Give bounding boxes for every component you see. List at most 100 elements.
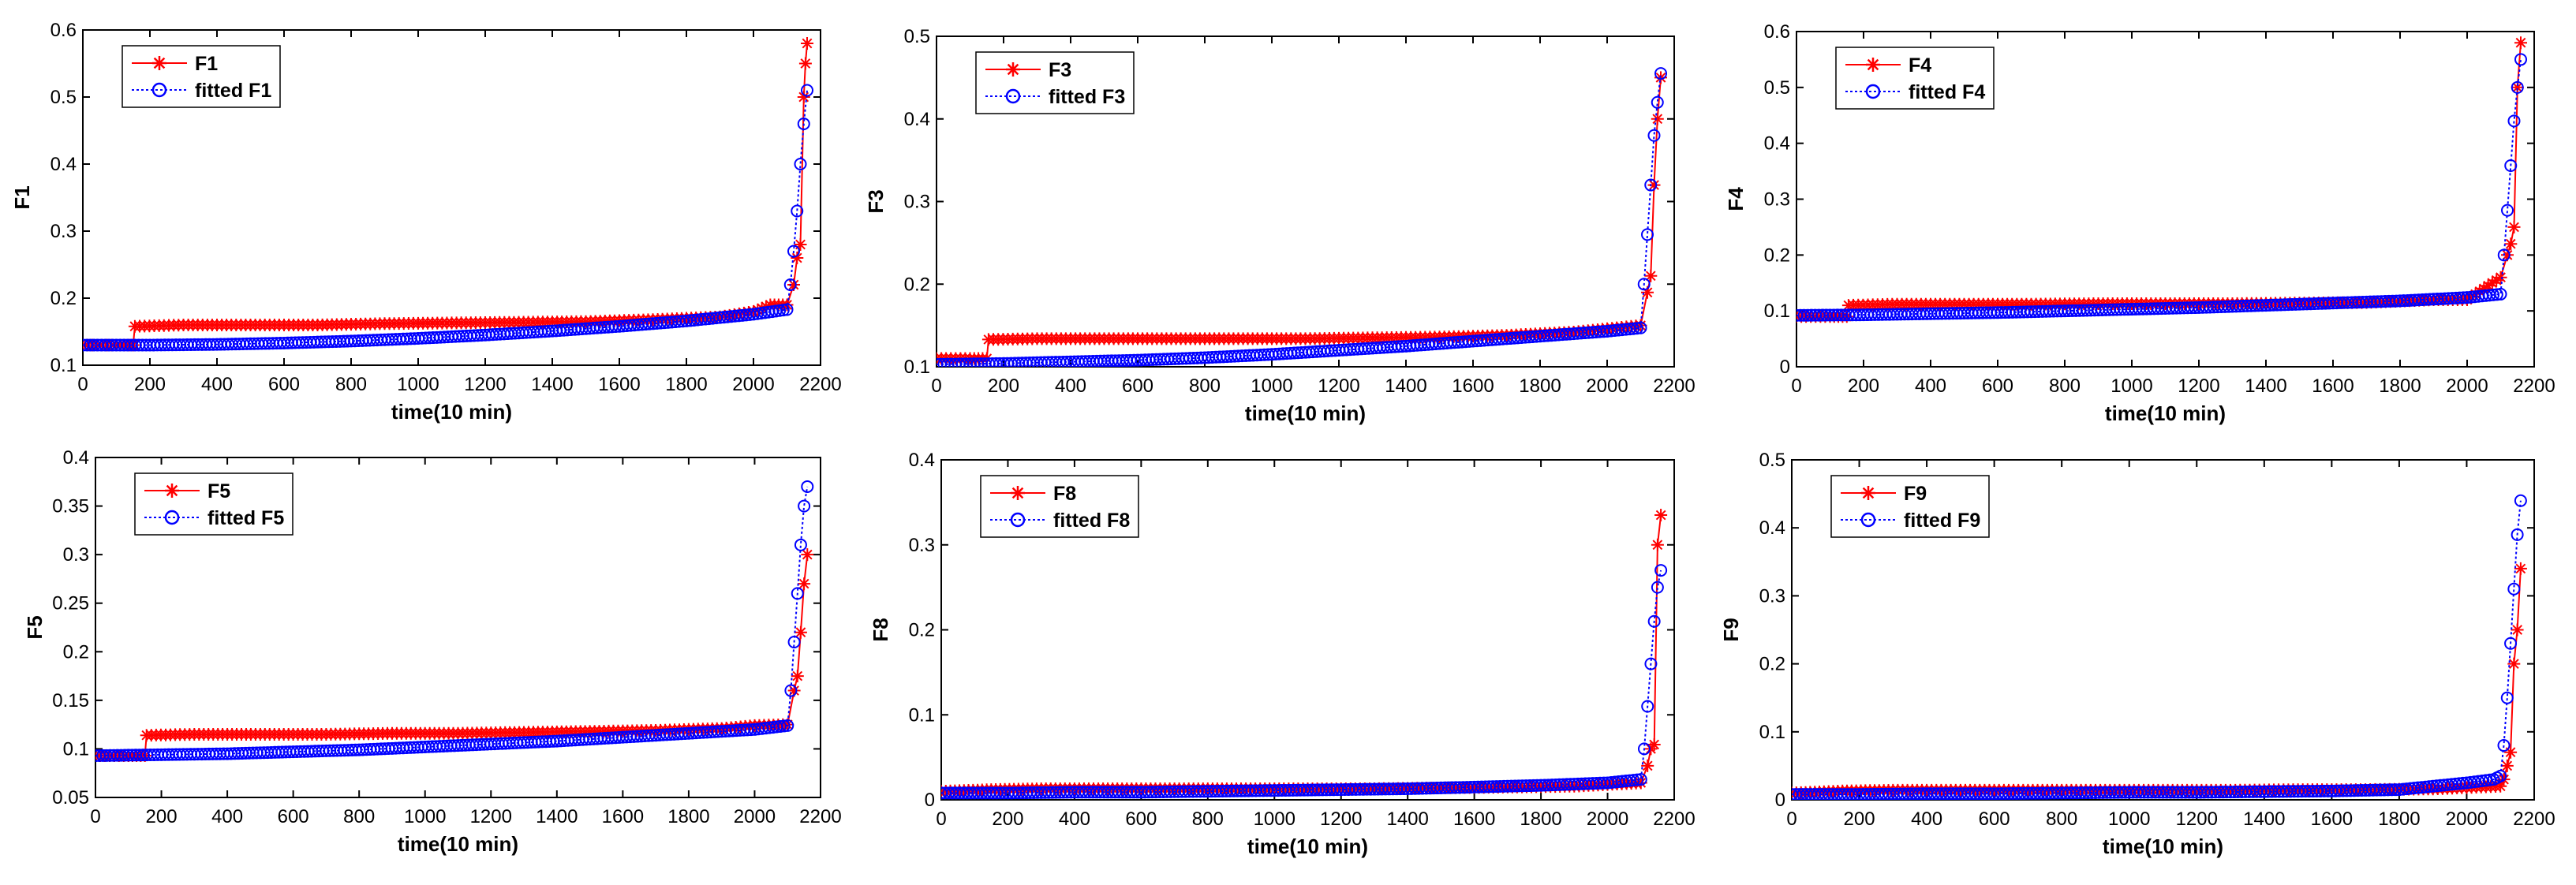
- data-point: [787, 684, 801, 697]
- y-tick-label: 0.1: [63, 738, 89, 760]
- y-tick-label: 0.1: [904, 357, 930, 378]
- x-tick-label: 1800: [2379, 375, 2421, 397]
- data-point: [1641, 228, 1654, 241]
- legend-label: fitted F1: [195, 80, 271, 102]
- data-point: [2514, 36, 2527, 50]
- x-tick-label: 0: [77, 374, 88, 395]
- data-layer: [941, 509, 1668, 800]
- x-tick-label: 0: [90, 806, 100, 827]
- y-tick-label: 0.2: [1764, 245, 1790, 266]
- series-fitted-f3: [937, 67, 1667, 367]
- data-point: [791, 252, 804, 264]
- y-tick-label: 0.1: [1764, 301, 1790, 322]
- x-tick-label: 2000: [734, 806, 776, 827]
- data-point: [2490, 274, 2503, 287]
- data-point: [797, 118, 810, 130]
- data-point: [1641, 286, 1654, 299]
- x-tick-label: 400: [1915, 375, 1946, 397]
- data-point: [2500, 759, 2514, 772]
- y-tick-label: 0.4: [904, 109, 930, 130]
- y-tick-label: 0: [1780, 357, 1790, 378]
- data-point: [2507, 114, 2521, 128]
- x-tick-label: 0: [936, 808, 946, 830]
- data-point: [1647, 129, 1661, 142]
- y-tick-label: 0.3: [1759, 585, 1785, 607]
- chart-panel-4: 0 200 400 600 800 1000 1200 1400 1600 1800 2000 220…: [23, 447, 842, 856]
- x-tick-label: 200: [134, 374, 166, 395]
- data-point: [1634, 773, 1647, 786]
- legend: F1 fitted F1: [122, 45, 281, 108]
- y-tick-label: 0.5: [50, 87, 77, 108]
- data-point: [2501, 248, 2514, 262]
- legend-label: F4: [1909, 54, 1931, 77]
- data-point: [1634, 321, 1647, 334]
- x-axis-title: time(10 min): [2105, 401, 2226, 425]
- series-fitted-f4: [1796, 53, 2527, 322]
- data-point: [798, 499, 811, 513]
- data-point: [2487, 288, 2500, 301]
- legend-circle-marker: [1865, 84, 1881, 99]
- y-tick-label: 0: [925, 790, 935, 811]
- series-line: [95, 486, 809, 756]
- y-tick-label: 0.4: [1764, 133, 1790, 155]
- data-point: [2494, 271, 2507, 284]
- y-tick-label: 0.2: [1759, 654, 1785, 675]
- x-tick-label: 0: [931, 375, 941, 397]
- data-point: [791, 204, 804, 218]
- data-point: [1654, 564, 1668, 577]
- series-line: [941, 569, 1662, 794]
- data-point: [2497, 739, 2511, 752]
- data-point: [1641, 759, 1654, 772]
- data-point: [801, 480, 814, 493]
- data-layer: [83, 37, 813, 352]
- data-point: [2465, 290, 2478, 304]
- legend-star-marker: [165, 484, 179, 498]
- data-point: [794, 625, 807, 639]
- x-tick-label: 200: [988, 375, 1019, 397]
- legend-label: F1: [195, 53, 218, 75]
- y-axis-title: F9: [1719, 618, 1743, 641]
- x-tick-label: 1600: [598, 374, 640, 395]
- y-axis-title: F8: [869, 618, 892, 641]
- data-point: [798, 57, 812, 70]
- data-point: [791, 587, 804, 600]
- y-tick-label: 0.4: [50, 154, 77, 175]
- data-point: [2507, 657, 2521, 670]
- legend-label: fitted F9: [1904, 510, 1980, 532]
- x-axis-title: time(10 min): [2103, 835, 2223, 858]
- legend-circle-marker: [151, 82, 167, 98]
- y-tick-label: 0.35: [52, 496, 89, 517]
- plot-area: [95, 457, 821, 798]
- data-point: [2494, 769, 2507, 782]
- x-tick-label: 800: [335, 374, 367, 395]
- y-tick-label: 0.6: [50, 20, 77, 41]
- chart-panel-3: 0 200 400 600 800 1000 1200 1400 1600 1800 2000 220…: [1724, 21, 2555, 425]
- data-layer: [937, 67, 1667, 367]
- data-point: [1647, 614, 1661, 628]
- x-axis-title: time(10 min): [1245, 401, 1366, 425]
- legend-star-marker: [152, 56, 166, 70]
- data-point: [1627, 322, 1640, 335]
- legend-label: F8: [1053, 483, 1076, 505]
- x-tick-label: 1400: [1386, 808, 1428, 830]
- data-point: [2511, 623, 2524, 637]
- x-tick-label: 0: [1791, 375, 1801, 397]
- y-tick-label: 0.15: [52, 690, 89, 711]
- data-point: [1631, 773, 1644, 786]
- x-tick-label: 1200: [1318, 375, 1359, 397]
- x-tick-label: 1600: [1452, 375, 1494, 397]
- legend-label: fitted F3: [1049, 86, 1125, 108]
- data-point: [1647, 738, 1661, 751]
- y-tick-label: 0.5: [1764, 77, 1790, 99]
- data-point: [1637, 278, 1651, 291]
- x-tick-label: 2000: [1587, 808, 1628, 830]
- data-point: [2504, 745, 2518, 759]
- x-tick-label: 600: [1979, 808, 2010, 830]
- data-point: [2500, 691, 2514, 704]
- data-point: [794, 158, 807, 170]
- data-point: [787, 245, 800, 258]
- data-point: [1651, 112, 1664, 125]
- x-tick-label: 1200: [2176, 808, 2218, 830]
- x-tick-label: 1000: [2108, 808, 2150, 830]
